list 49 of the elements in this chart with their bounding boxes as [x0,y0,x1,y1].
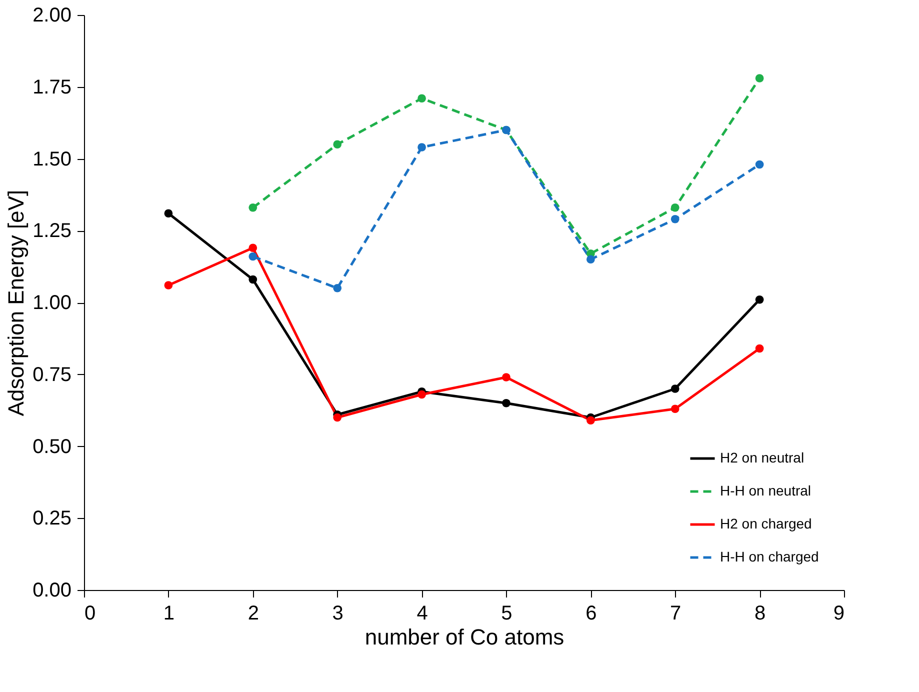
point [670,203,680,212]
y-tick-label: 0.75 [32,364,72,386]
y-tick-label: 1.50 [32,148,72,170]
point [248,252,258,261]
point [755,160,764,169]
point [670,384,680,393]
x-tick-label: 4 [416,602,428,624]
y-tick-label: 0.50 [32,436,72,458]
point [755,344,764,353]
point [755,74,764,82]
x-tick-label: 7 [670,602,682,624]
point [418,143,426,152]
x-tick-label: 6 [586,602,597,624]
y-tick-label: 2.00 [32,4,72,26]
point [248,244,258,252]
point [248,203,258,212]
point [502,373,510,382]
point [248,275,258,284]
y-tick-label: 0.25 [32,508,72,530]
point [670,214,680,224]
y-tick-label: 1.75 [32,76,72,98]
point [418,94,426,103]
point [333,413,342,422]
point [164,209,173,218]
legend-label: H2 on neutral [720,450,804,466]
point [164,281,173,290]
x-tick-label: 5 [501,602,512,624]
legend-label: H-H on charged [720,548,819,564]
point [586,416,595,425]
point [755,295,764,304]
x-axis-title: number of Co atoms [364,624,564,650]
y-axis-title: Adsorption Energy [eV] [4,190,29,416]
y-tick-label: 1.25 [32,220,72,242]
legend-label: H-H on neutral [720,482,812,498]
x-tick-label: 0 [84,602,96,624]
x-tick-label: 1 [163,602,175,624]
point [333,140,342,149]
x-tick-label: 2 [248,602,259,624]
x-tick-label: 9 [833,602,844,624]
legend-label: H2 on charged [720,516,812,532]
point [333,284,342,292]
y-tick-label: 0.00 [32,580,72,602]
x-tick-label: 8 [754,602,766,624]
x-tick-label: 3 [332,602,344,624]
point [670,404,680,414]
point [586,255,595,264]
y-tick-label: 1.00 [32,292,72,314]
point [418,390,426,399]
point [502,398,510,408]
